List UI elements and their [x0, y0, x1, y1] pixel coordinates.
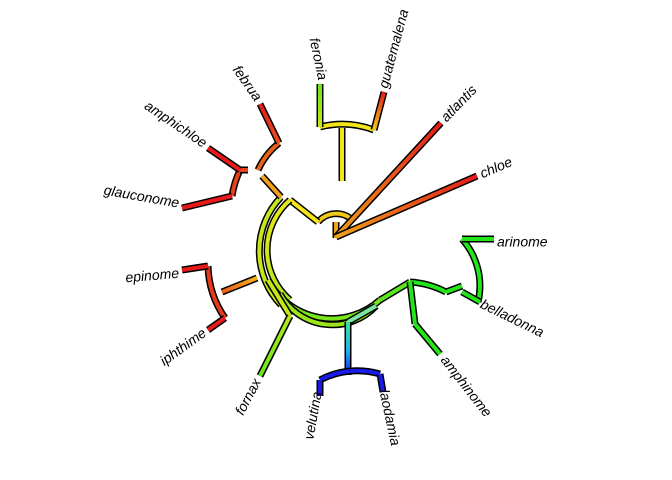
- branch-amphichloe: [206, 145, 242, 173]
- branch-guatemalena: [370, 91, 388, 131]
- tip-label-feronia: feronia: [307, 36, 332, 81]
- arc-ipe: [204, 265, 228, 320]
- stem-ipe: [220, 274, 259, 296]
- tip-label-glauconome: glauconome: [103, 182, 181, 211]
- tip-label-iphthime: iphthime: [157, 324, 209, 368]
- arc-upper-left: [254, 140, 282, 172]
- branch-epinome: [181, 262, 209, 274]
- tip-label-velutina: velutina: [300, 390, 324, 441]
- branch-glauconome: [181, 192, 233, 212]
- tip-label-fornax: fornax: [232, 375, 265, 418]
- branch-iphthime: [205, 315, 228, 333]
- tip-label-chloe: chloe: [477, 153, 514, 181]
- tip-label-amphinome: amphinome: [438, 352, 496, 420]
- tip-label-amphichloe: amphichloe: [142, 97, 210, 150]
- branch-fornax: [256, 314, 294, 378]
- arc-ari-bel: [459, 236, 484, 303]
- tip-label-epinome: epinome: [125, 265, 180, 286]
- tip-label-arinome: arinome: [497, 234, 548, 250]
- branch-belladonna: [460, 288, 482, 306]
- tip-label-guatemalena: guatemalena: [375, 7, 411, 90]
- arc-green-clade: [409, 278, 448, 296]
- connector-upper: [287, 197, 321, 225]
- branch-chloe: [334, 172, 479, 241]
- stem-green-clade: [378, 278, 412, 304]
- branch-laodamia: [376, 373, 387, 393]
- arc-amphi-glau: [228, 168, 244, 197]
- tree-branches: [181, 84, 494, 396]
- branch-atlantis: [333, 120, 444, 240]
- stem-fornax: [265, 278, 293, 318]
- inner-arc-core: [315, 210, 353, 225]
- arc-feronia-clade: [319, 120, 376, 134]
- stem-ari-bel: [444, 282, 464, 296]
- branch-februa: [256, 102, 283, 145]
- branch-amphinome: [412, 321, 443, 357]
- outer-rim-arc: [263, 197, 293, 303]
- tip-label-februa: februa: [230, 62, 266, 104]
- stem-blue-clade: [346, 302, 378, 326]
- stem-upper-left: [259, 173, 284, 200]
- outer-rim-arc-2: [255, 194, 284, 308]
- tip-label-atlantis: atlantis: [437, 82, 479, 125]
- tip-label-laodamia: laodamia: [376, 388, 404, 447]
- stem-amphinome: [406, 281, 419, 325]
- arc-blue-clade: [318, 367, 381, 384]
- tip-label-belladonna: belladonna: [478, 296, 547, 341]
